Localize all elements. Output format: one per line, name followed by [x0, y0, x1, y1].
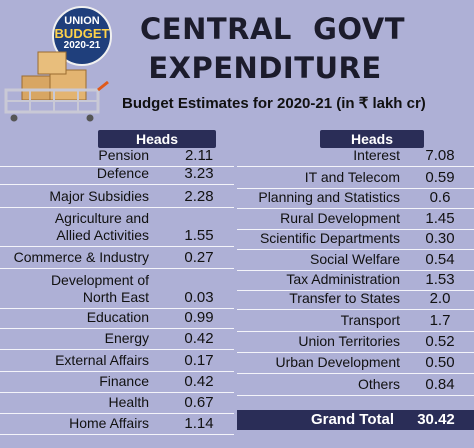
head-value: 0.52: [425, 333, 455, 350]
head-name: Union Territories: [298, 333, 400, 349]
subtitle: Budget Estimates for 2020-21 (in ₹ lakh …: [122, 95, 426, 112]
head-value: 0.30: [425, 230, 455, 247]
head-value: 2.28: [184, 188, 214, 205]
head-value: 0.17: [184, 352, 214, 369]
head-value: 2.0: [429, 290, 451, 307]
head-name: External Affairs: [55, 352, 149, 368]
table-row: Tax Administration 1.53: [237, 271, 474, 291]
head-name: Development of North East: [50, 272, 149, 305]
head-value: 0.59: [425, 169, 455, 186]
page-title: CENTRAL GOVT EXPENDITURE: [140, 10, 405, 88]
table-row: Commerce & Industry 0.27: [0, 247, 234, 269]
head-name: Tax Administration: [286, 271, 400, 287]
head-name: Energy: [104, 330, 149, 346]
table-row: Development of North East 0.03: [0, 269, 234, 309]
left-table: Pension 2.11 Defence 3.23 Major Subsidies 2.2…: [0, 147, 234, 435]
head-name: Social Welfare: [309, 251, 400, 267]
head-name: Scientific Departments: [259, 230, 400, 246]
table-row: Pension 2.11: [0, 147, 234, 167]
head-value: 0.67: [184, 394, 214, 411]
head-value: 0.42: [184, 373, 214, 390]
head-name: Agriculture and Allied Activities: [54, 210, 149, 243]
head-name: Planning and Statistics: [258, 189, 400, 205]
head-name: Transfer to States: [289, 290, 400, 306]
table-row: Transport 1.7: [237, 310, 474, 332]
head-name: Commerce & Industry: [13, 249, 149, 265]
head-value: 3.23: [184, 165, 214, 182]
head-value: 0.99: [184, 309, 214, 326]
head-name: Transport: [340, 312, 400, 328]
table-row: Union Territories 0.52: [237, 332, 474, 353]
head-value: 0.84: [425, 376, 455, 393]
head-name: Finance: [99, 373, 149, 389]
head-value: 1.7: [429, 312, 451, 329]
head-value: 1.53: [425, 271, 455, 288]
table-row: Interest 7.08: [237, 147, 474, 167]
head-value: 0.54: [425, 251, 455, 268]
head-name: Major Subsidies: [49, 188, 149, 204]
right-heads-header: Heads: [320, 130, 424, 148]
head-value: 1.55: [184, 227, 214, 244]
table-row: External Affairs 0.17: [0, 350, 234, 372]
head-name: Interest: [353, 147, 400, 163]
table-row: Health 0.67: [0, 393, 234, 414]
table-row: Major Subsidies 2.28: [0, 185, 234, 208]
head-value: 0.27: [184, 249, 214, 266]
head-name: Urban Development: [275, 354, 400, 370]
head-value: 2.11: [184, 147, 214, 164]
head-name: Rural Development: [280, 210, 400, 226]
head-name: Health: [108, 394, 149, 410]
badge-line-2: BUDGET: [54, 26, 110, 41]
table-row: Home Affairs 1.14: [0, 414, 234, 435]
title-line-2: EXPENDITURE: [148, 51, 382, 85]
head-name: Others: [357, 376, 400, 392]
head-value: 0.03: [184, 289, 214, 306]
grand-total-value: 30.42: [417, 411, 455, 428]
table-row: Finance 0.42: [0, 372, 234, 393]
grand-total-row: Grand Total 30.42: [237, 410, 474, 430]
table-row: Scientific Departments 0.30: [237, 230, 474, 250]
badge-line-3: 2020-21: [63, 40, 101, 51]
head-name: Education: [86, 309, 149, 325]
head-name: IT and Telecom: [304, 169, 400, 185]
head-value: 1.14: [184, 415, 214, 432]
title-line-1: CENTRAL GOVT: [140, 12, 405, 46]
table-row: IT and Telecom 0.59: [237, 167, 474, 189]
table-row: Transfer to States 2.0: [237, 290, 474, 310]
table-row: Agriculture and Allied Activities 1.55: [0, 208, 234, 247]
shopping-cart-icon: [4, 51, 109, 122]
badge-line-1: UNION: [64, 15, 100, 27]
head-value: 7.08: [425, 147, 455, 164]
table-row: Education 0.99: [0, 309, 234, 329]
right-table: Interest 7.08 IT and Telecom 0.59 Planning a…: [237, 147, 474, 396]
head-value: 1.45: [425, 210, 455, 227]
head-name: Defence: [96, 165, 149, 181]
table-row: Defence 3.23: [0, 165, 234, 185]
table-row: Energy 0.42: [0, 329, 234, 350]
table-row: Social Welfare 0.54: [237, 250, 474, 271]
head-name: Home Affairs: [69, 415, 149, 431]
table-row: Planning and Statistics 0.6: [237, 189, 474, 209]
head-value: 0.50: [425, 354, 455, 371]
table-row: Others 0.84: [237, 374, 474, 396]
head-name: Pension: [98, 147, 149, 163]
left-heads-header: Heads: [98, 130, 216, 148]
table-row: Rural Development 1.45: [237, 209, 474, 230]
table-row: Urban Development 0.50: [237, 353, 474, 374]
head-value: 0.42: [184, 330, 214, 347]
head-value: 0.6: [429, 189, 451, 206]
grand-total-label: Grand Total: [310, 411, 394, 428]
